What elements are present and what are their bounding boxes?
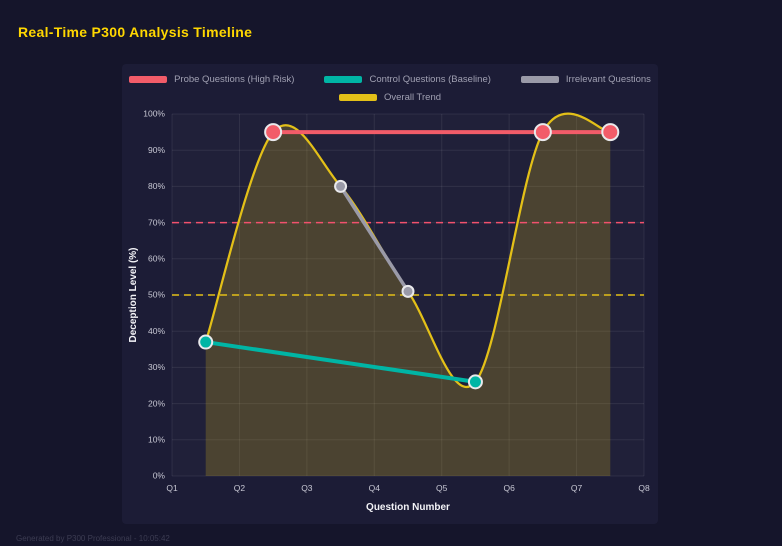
- legend-item-probe[interactable]: Probe Questions (High Risk): [129, 74, 294, 85]
- chart-legend: Probe Questions (High Risk) Control Ques…: [122, 64, 658, 105]
- svg-text:Q4: Q4: [369, 483, 381, 493]
- chart-panel: Probe Questions (High Risk) Control Ques…: [122, 64, 658, 524]
- legend-label-irrelevant: Irrelevant Questions: [565, 74, 651, 85]
- svg-text:0%: 0%: [153, 471, 166, 481]
- legend-item-control[interactable]: Control Questions (Baseline): [324, 74, 491, 85]
- svg-text:Q5: Q5: [436, 483, 448, 493]
- legend-label-trend: Overall Trend: [383, 92, 442, 103]
- control-line-swatch: [324, 76, 363, 83]
- svg-text:50%: 50%: [148, 290, 165, 300]
- svg-text:Q1: Q1: [166, 483, 178, 493]
- footer-note: Generated by P300 Professional - 10:05:4…: [16, 534, 170, 543]
- svg-text:Q7: Q7: [571, 483, 583, 493]
- legend-item-irrelevant[interactable]: Irrelevant Questions: [520, 74, 651, 85]
- svg-text:100%: 100%: [143, 109, 165, 119]
- legend-row-2: Overall Trend: [122, 90, 658, 105]
- legend-label-control: Control Questions (Baseline): [369, 74, 491, 85]
- irrelevant-line-swatch: [520, 76, 559, 83]
- svg-text:70%: 70%: [148, 217, 165, 227]
- svg-text:90%: 90%: [148, 145, 165, 155]
- legend-item-trend[interactable]: Overall Trend: [338, 92, 442, 103]
- svg-text:Question Number: Question Number: [366, 502, 450, 513]
- svg-text:Q3: Q3: [301, 483, 313, 493]
- svg-text:80%: 80%: [148, 181, 165, 191]
- svg-text:20%: 20%: [148, 398, 165, 408]
- svg-text:Q2: Q2: [234, 483, 246, 493]
- legend-row-1: Probe Questions (High Risk) Control Ques…: [122, 72, 658, 87]
- page-title: Real-Time P300 Analysis Timeline: [18, 24, 253, 40]
- svg-text:40%: 40%: [148, 326, 165, 336]
- chart-svg: 0% 10% 20% 30% 40% 50% 60% 70% 80% 90% 100% Q1 Q2 Q3 Q…: [128, 109, 650, 513]
- trend-line-swatch: [338, 94, 377, 101]
- svg-text:Deception Level (%): Deception Level (%): [128, 247, 139, 342]
- svg-text:60%: 60%: [148, 254, 165, 264]
- svg-text:30%: 30%: [148, 362, 165, 372]
- probe-line-swatch: [129, 76, 168, 83]
- legend-label-probe: Probe Questions (High Risk): [174, 74, 295, 85]
- svg-text:10%: 10%: [148, 435, 165, 445]
- svg-text:Q6: Q6: [503, 483, 515, 493]
- svg-text:Q8: Q8: [638, 483, 650, 493]
